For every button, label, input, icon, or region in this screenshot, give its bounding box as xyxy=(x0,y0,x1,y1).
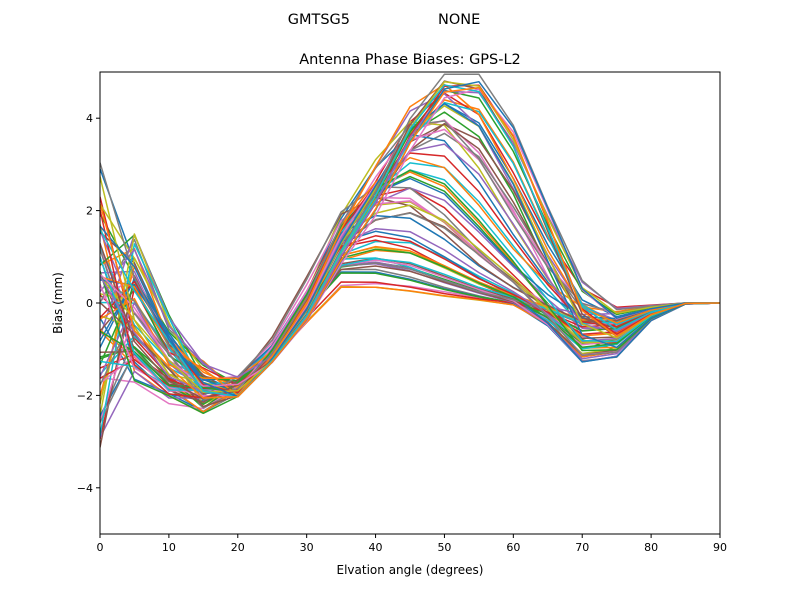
series-line xyxy=(100,84,720,398)
x-tick-label: 20 xyxy=(231,541,245,554)
series-line xyxy=(100,89,720,415)
y-tick-label: 2 xyxy=(86,205,93,218)
y-tick-label: 4 xyxy=(86,112,93,125)
x-tick-label: 70 xyxy=(575,541,589,554)
x-axis-label: Elvation angle (degrees) xyxy=(337,563,484,577)
y-axis: −4 −2 0 2 4 xyxy=(77,112,100,495)
series-line xyxy=(100,152,720,394)
x-tick-label: 90 xyxy=(713,541,727,554)
series-line xyxy=(100,156,720,379)
x-tick-label: 0 xyxy=(97,541,104,554)
series-line xyxy=(100,90,720,398)
series-layer xyxy=(100,73,720,448)
y-axis-label: Bias (mm) xyxy=(51,272,65,334)
series-line xyxy=(100,86,720,399)
x-axis: 0 10 20 30 40 50 60 70 80 90 xyxy=(97,534,727,554)
series-line xyxy=(100,169,720,394)
x-tick-label: 60 xyxy=(506,541,520,554)
series-line xyxy=(100,175,720,394)
x-tick-label: 80 xyxy=(644,541,658,554)
y-tick-label: −2 xyxy=(77,389,93,402)
y-tick-label: 0 xyxy=(86,297,93,310)
suptitle-right: NONE xyxy=(438,12,480,28)
x-tick-label: 10 xyxy=(162,541,176,554)
suptitle-left: GMTSG5 xyxy=(288,12,350,28)
chart-title: Antenna Phase Biases: GPS-L2 xyxy=(299,52,521,68)
x-tick-label: 30 xyxy=(300,541,314,554)
y-tick-label: −4 xyxy=(77,482,93,495)
x-tick-label: 40 xyxy=(369,541,383,554)
x-tick-label: 50 xyxy=(437,541,451,554)
series-line xyxy=(100,83,720,396)
